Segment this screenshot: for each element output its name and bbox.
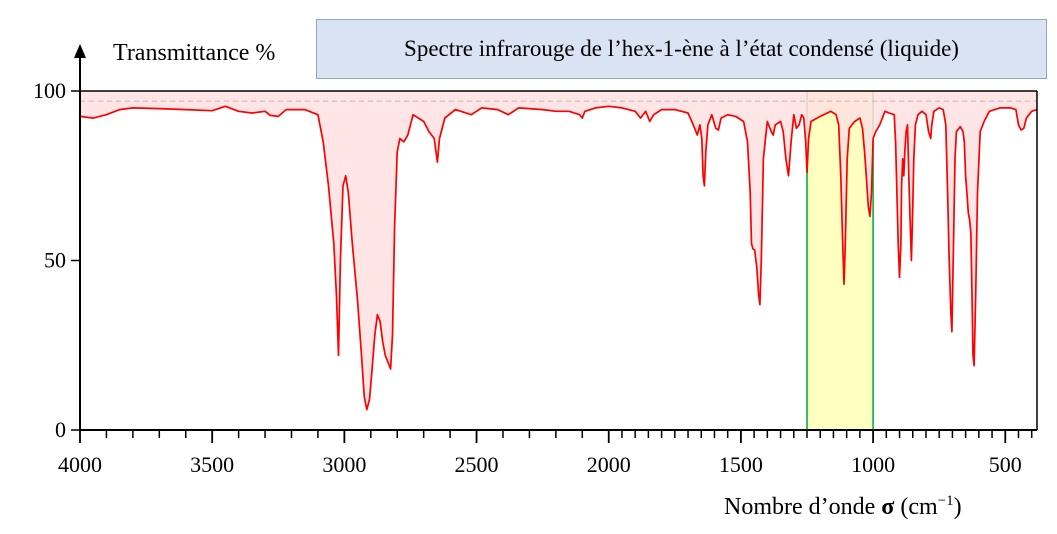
plot-area xyxy=(80,91,1037,430)
x-tick-label: 500 xyxy=(989,452,1022,477)
plot-background xyxy=(80,91,1037,430)
x-tick-label: 1500 xyxy=(719,452,763,477)
chart-title-text: Spectre infrarouge de l’hex-1-ène à l’ét… xyxy=(404,36,959,61)
x-tick-label: 3500 xyxy=(190,452,234,477)
y-axis-arrow xyxy=(74,44,86,58)
x-tick-label: 1000 xyxy=(851,452,895,477)
y-tick-label: 50 xyxy=(44,248,66,273)
x-axis-unit-exponent: −1 xyxy=(937,493,954,509)
spectrum-series xyxy=(79,91,1038,411)
y-tick-label: 0 xyxy=(55,417,66,442)
chart-title: Spectre infrarouge de l’hex-1-ène à l’ét… xyxy=(316,19,1047,79)
x-tick-label: 4000 xyxy=(58,452,102,477)
tick-marks: 0 50 100 4000 3500 3000 2500 2000 1500 1000 500 xyxy=(33,78,1033,477)
sigma-symbol: σ xyxy=(881,494,895,520)
x-axis-label-prefix: Nombre d’onde xyxy=(724,494,876,520)
x-tick-label: 2500 xyxy=(455,452,499,477)
spectrum-line-0 xyxy=(79,105,1038,411)
axes xyxy=(74,44,1037,431)
x-tick-label: 3000 xyxy=(322,452,366,477)
plot-frame xyxy=(80,90,1038,430)
x-axis-unit-open: (cm xyxy=(894,494,938,520)
y-tick-label: 100 xyxy=(33,78,66,103)
x-axis-unit-close: ) xyxy=(953,494,962,520)
x-tick-label: 2000 xyxy=(587,452,631,477)
y-axis-label: Transmittance % xyxy=(113,40,276,66)
x-axis-label: Nombre d’onde σ (cm−1) xyxy=(724,493,962,521)
